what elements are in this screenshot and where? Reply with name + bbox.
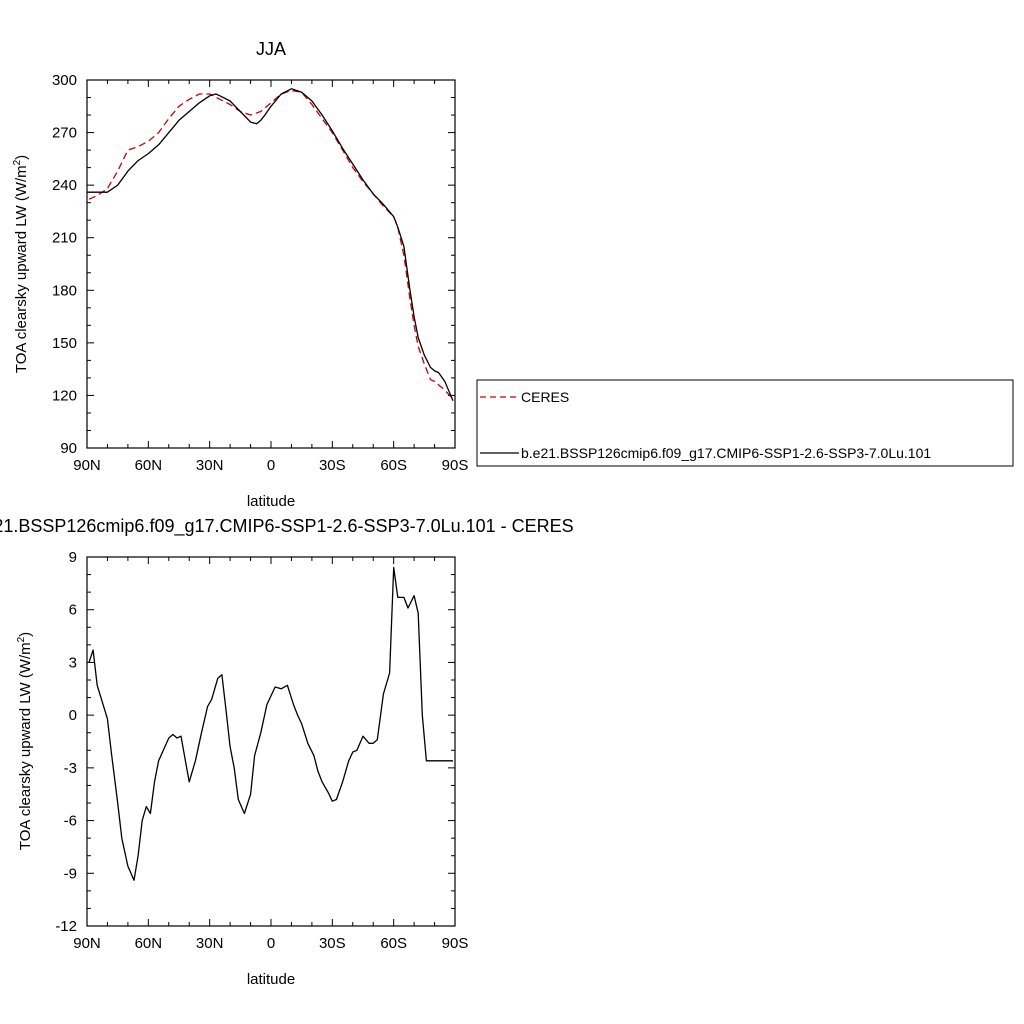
bottom-panel: b.e21.BSSP126cmip6.f09_g17.CMIP6-SSP1-2.… [0,516,574,988]
top-y-axis-label-main: TOA clearsky upward LW (W/m [13,165,30,373]
legend-box [476,379,1014,467]
top-y-tick-label: 150 [52,335,77,352]
top-series-group [87,88,454,401]
top-panel: JJA latitude TOA clearsky upward LW (W/m… [12,39,468,510]
top-y-tick-label: 240 [52,177,77,194]
top-y-tick-label: 120 [52,387,77,404]
bottom-x-tick-label: 0 [267,935,275,952]
legend-label-model: b.e21.BSSP126cmip6.f09_g17.CMIP6-SSP1-2.… [521,445,931,461]
bottom-y-tick-label: -6 [64,813,77,830]
bottom-x-tick-label: 90N [73,935,101,952]
top-y-tick-label: 180 [52,282,77,299]
bottom-axis-ticks: 90N 60N 30N 0 30S 60S 90S -12 -9 -6 -3 0 3 6 9 [55,549,468,952]
top-y-tick-label: 90 [60,440,77,457]
bottom-x-tick-label: 30N [196,935,224,952]
bottom-y-tick-label: -3 [64,760,77,777]
bottom-y-tick-label: 0 [69,707,77,724]
top-y-axis-label: TOA clearsky upward LW (W/m2) [12,155,30,373]
bottom-plot-frame [86,556,456,927]
bottom-x-tick-label: 30S [319,935,346,952]
top-y-tick-label: 210 [52,230,77,247]
top-plot-frame [86,79,456,449]
legend-label-ceres: CERES [521,389,569,405]
bottom-series-line-0 [88,566,453,881]
top-y-axis-label-sup: 2 [12,159,23,165]
bottom-plot-title: b.e21.BSSP126cmip6.f09_g17.CMIP6-SSP1-2.… [0,516,574,537]
top-x-tick-label: 30S [319,457,346,474]
bottom-y-axis-label: TOA clearsky upward LW (W/m2) [16,632,34,850]
bottom-x-tick-label: 60N [135,935,163,952]
top-x-tick-label: 60N [135,457,163,474]
bottom-y-axis-label-main: TOA clearsky upward LW (W/m [17,642,34,850]
top-x-tick-label: 90N [73,457,101,474]
bottom-y-axis-label-sup: 2 [16,636,27,642]
top-x-tick-label: 30N [196,457,224,474]
bottom-x-tick-label: 60S [380,935,407,952]
top-x-tick-label: 90S [442,457,469,474]
top-y-tick-label: 270 [52,125,77,142]
bottom-y-axis-label-tail: ) [17,632,34,637]
bottom-y-tick-label: 6 [69,602,77,619]
legend: CERES b.e21.BSSP126cmip6.f09_g17.CMIP6-S… [476,379,1014,467]
top-plot-title: JJA [256,39,286,59]
bottom-x-axis-label: latitude [247,971,295,988]
top-y-axis-label-tail: ) [13,155,30,160]
bottom-y-tick-label: -12 [55,918,77,935]
top-x-axis-label: latitude [247,493,295,510]
bottom-y-tick-label: 9 [69,549,77,566]
bottom-y-tick-label: -9 [64,865,77,882]
bottom-x-tick-label: 90S [442,935,469,952]
top-x-tick-label: 0 [267,457,275,474]
bottom-series-group [88,566,453,881]
top-x-tick-label: 60S [380,457,407,474]
bottom-y-tick-label: 3 [69,654,77,671]
top-y-tick-label: 300 [52,72,77,89]
top-series-line-0 [88,89,454,400]
top-series-line-1 [87,88,454,401]
